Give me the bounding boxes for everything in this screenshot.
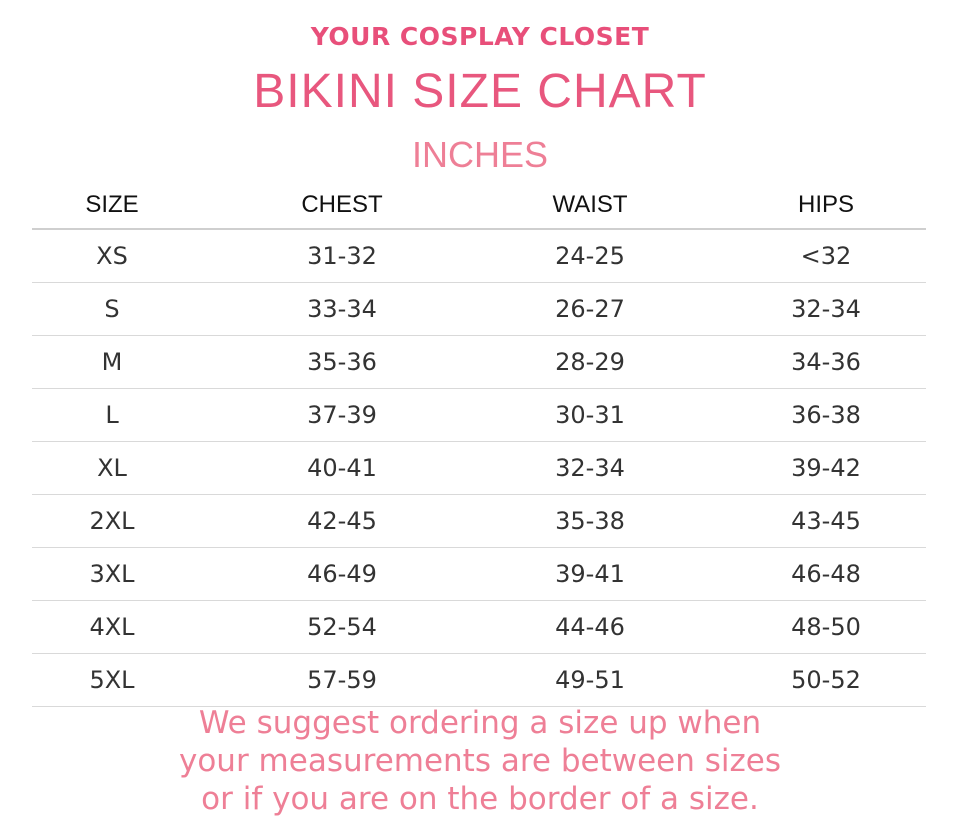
table-row: L 37-39 30-31 36-38 (32, 389, 926, 442)
chest-cell: 31-32 (307, 242, 377, 270)
hips-cell: 34-36 (791, 348, 861, 376)
size-cell: L (105, 401, 119, 429)
hips-cell: 39-42 (791, 454, 861, 482)
size-cell: XL (97, 454, 127, 482)
table-row: S 33-34 26-27 32-34 (32, 283, 926, 336)
size-cell: 2XL (89, 507, 135, 535)
sizing-advice-line: or if you are on the border of a size. (201, 781, 759, 817)
hips-cell: 43-45 (791, 507, 861, 535)
table-row: 4XL 52-54 44-46 48-50 (32, 601, 926, 654)
unit-label: INCHES (411, 134, 549, 175)
waist-cell: 24-25 (555, 242, 625, 270)
hips-cell: 46-48 (791, 560, 861, 588)
table-row: 5XL 57-59 49-51 50-52 (32, 654, 926, 707)
size-cell: 5XL (89, 666, 135, 694)
hips-cell: <32 (800, 242, 852, 270)
chest-cell: 46-49 (307, 560, 377, 588)
size-cell: 3XL (89, 560, 135, 588)
brand-logo-text: Your Cosplay Closet (310, 22, 650, 51)
sizing-advice-line: your measurements are between sizes (179, 743, 781, 779)
chest-cell: 52-54 (307, 613, 377, 641)
size-cell: S (104, 295, 120, 323)
size-cell: M (101, 348, 123, 376)
chest-cell: 35-36 (307, 348, 377, 376)
waist-cell: 32-34 (555, 454, 625, 482)
size-cell: 4XL (89, 613, 135, 641)
waist-cell: 35-38 (555, 507, 625, 535)
sizing-advice-line: We suggest ordering a size up when (198, 705, 762, 741)
chest-cell: 37-39 (307, 401, 377, 429)
sizing-advice: We suggest ordering a size up when your … (0, 704, 960, 818)
hips-cell: 36-38 (791, 401, 861, 429)
header-chest: CHEST (301, 191, 383, 218)
hips-cell: 50-52 (791, 666, 861, 694)
table-row: XS 31-32 24-25 <32 (32, 230, 926, 283)
waist-cell: 28-29 (555, 348, 625, 376)
waist-cell: 26-27 (555, 295, 625, 323)
header-waist: WAIST (552, 191, 628, 218)
chest-cell: 33-34 (307, 295, 377, 323)
waist-cell: 30-31 (555, 401, 625, 429)
chest-cell: 57-59 (307, 666, 377, 694)
size-table: SIZE CHEST WAIST HIPS XS 31-32 24-25 <32… (32, 178, 926, 707)
table-row: 3XL 46-49 39-41 46-48 (32, 548, 926, 601)
hips-cell: 48-50 (791, 613, 861, 641)
waist-cell: 44-46 (555, 613, 625, 641)
table-row: M 35-36 28-29 34-36 (32, 336, 926, 389)
header-hips: HIPS (797, 191, 854, 218)
hips-cell: 32-34 (791, 295, 861, 323)
table-row: XL 40-41 32-34 39-42 (32, 442, 926, 495)
chest-cell: 40-41 (307, 454, 377, 482)
page-title: BIKINI SIZE CHART (253, 65, 707, 118)
header-size: SIZE (85, 191, 139, 218)
table-row: 2XL 42-45 35-38 43-45 (32, 495, 926, 548)
waist-cell: 49-51 (555, 666, 625, 694)
table-header-row: SIZE CHEST WAIST HIPS (32, 178, 926, 230)
size-cell: XS (96, 242, 128, 270)
chest-cell: 42-45 (307, 507, 377, 535)
waist-cell: 39-41 (555, 560, 625, 588)
